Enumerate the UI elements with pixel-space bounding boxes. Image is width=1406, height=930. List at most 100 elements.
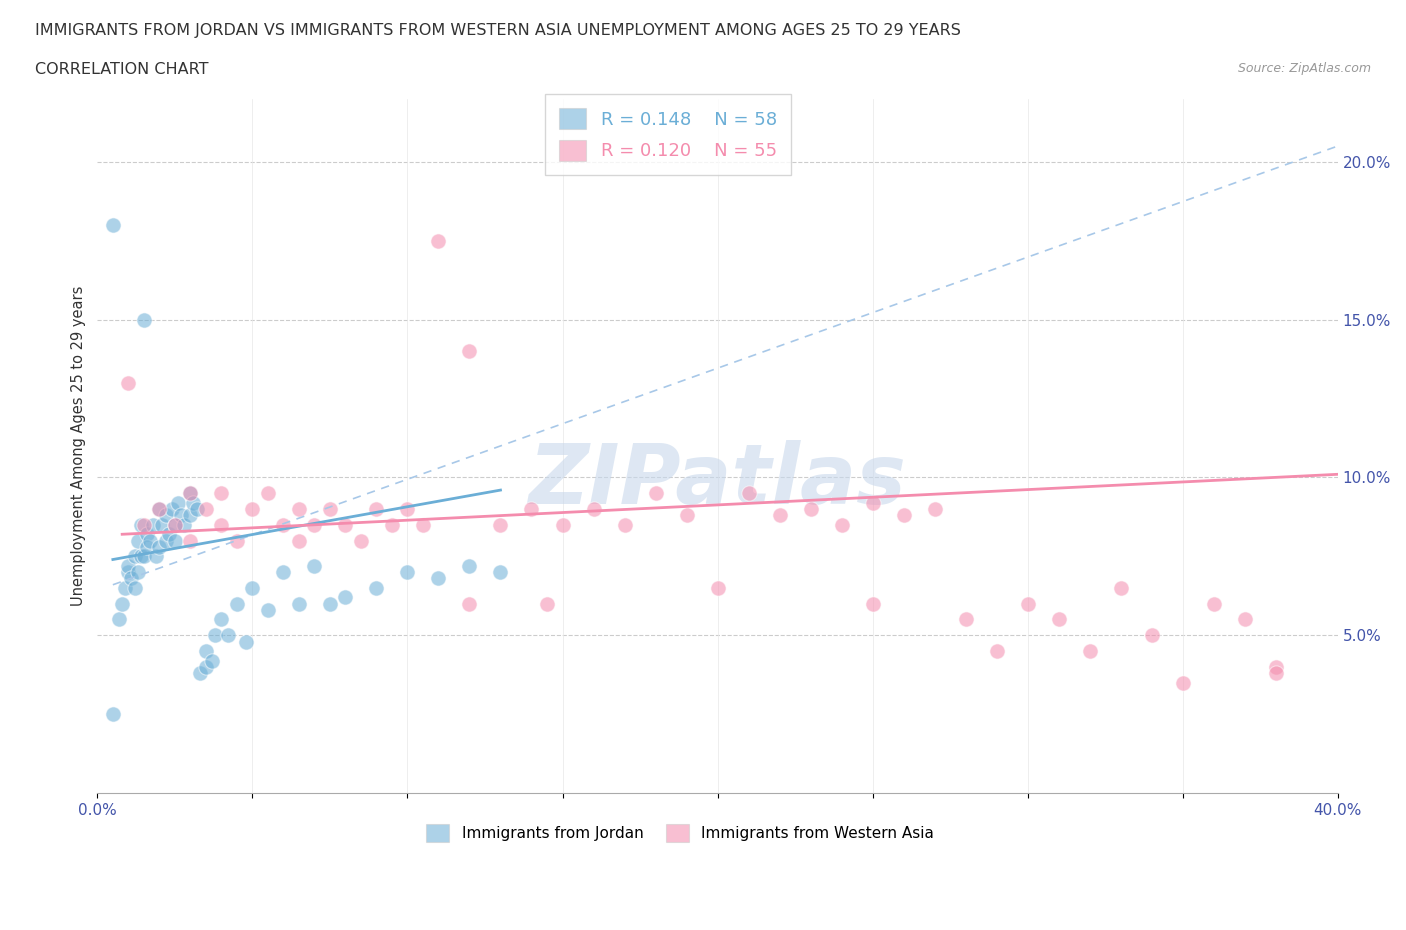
- Text: ZIPatlas: ZIPatlas: [529, 440, 907, 521]
- Point: [1140, 628, 1163, 643]
- Point: [831, 517, 853, 532]
- Point: [145, 549, 167, 564]
- Point: [1264, 666, 1286, 681]
- Point: [117, 565, 139, 579]
- Point: [225, 533, 247, 548]
- Point: [1109, 580, 1132, 595]
- Point: [101, 218, 124, 232]
- Point: [489, 565, 512, 579]
- Point: [142, 517, 165, 532]
- Point: [319, 596, 342, 611]
- Point: [489, 517, 512, 532]
- Point: [152, 517, 174, 532]
- Point: [160, 501, 183, 516]
- Point: [706, 580, 728, 595]
- Point: [235, 634, 257, 649]
- Point: [675, 508, 697, 523]
- Point: [101, 707, 124, 722]
- Point: [768, 508, 790, 523]
- Point: [111, 596, 134, 611]
- Point: [257, 603, 280, 618]
- Point: [188, 666, 211, 681]
- Point: [148, 501, 170, 516]
- Point: [800, 501, 823, 516]
- Point: [893, 508, 915, 523]
- Point: [132, 549, 155, 564]
- Point: [124, 549, 146, 564]
- Point: [304, 558, 326, 573]
- Point: [458, 596, 481, 611]
- Point: [114, 580, 136, 595]
- Point: [288, 533, 311, 548]
- Point: [458, 344, 481, 359]
- Point: [179, 508, 201, 523]
- Point: [458, 558, 481, 573]
- Point: [121, 571, 143, 586]
- Point: [136, 539, 159, 554]
- Point: [136, 526, 159, 541]
- Point: [163, 517, 186, 532]
- Point: [737, 485, 759, 500]
- Point: [427, 233, 450, 248]
- Point: [209, 612, 232, 627]
- Point: [986, 644, 1008, 658]
- Point: [124, 580, 146, 595]
- Point: [335, 590, 357, 604]
- Point: [520, 501, 543, 516]
- Text: CORRELATION CHART: CORRELATION CHART: [35, 62, 208, 77]
- Point: [139, 533, 162, 548]
- Point: [1171, 675, 1194, 690]
- Legend: Immigrants from Jordan, Immigrants from Western Asia: Immigrants from Jordan, Immigrants from …: [420, 818, 941, 848]
- Point: [129, 549, 152, 564]
- Point: [412, 517, 434, 532]
- Point: [108, 612, 131, 627]
- Point: [1264, 659, 1286, 674]
- Point: [396, 501, 419, 516]
- Point: [242, 501, 264, 516]
- Point: [155, 533, 177, 548]
- Point: [396, 565, 419, 579]
- Point: [924, 501, 946, 516]
- Point: [163, 533, 186, 548]
- Point: [127, 533, 149, 548]
- Point: [1078, 644, 1101, 658]
- Point: [132, 312, 155, 327]
- Point: [242, 580, 264, 595]
- Point: [955, 612, 977, 627]
- Text: Source: ZipAtlas.com: Source: ZipAtlas.com: [1237, 62, 1371, 75]
- Point: [148, 501, 170, 516]
- Point: [209, 485, 232, 500]
- Point: [551, 517, 574, 532]
- Point: [117, 558, 139, 573]
- Point: [179, 533, 201, 548]
- Point: [129, 517, 152, 532]
- Point: [179, 485, 201, 500]
- Point: [186, 501, 208, 516]
- Point: [257, 485, 280, 500]
- Point: [582, 501, 605, 516]
- Point: [167, 496, 190, 511]
- Point: [350, 533, 373, 548]
- Point: [366, 501, 388, 516]
- Point: [536, 596, 558, 611]
- Point: [304, 517, 326, 532]
- Point: [157, 526, 180, 541]
- Point: [148, 539, 170, 554]
- Point: [273, 517, 295, 532]
- Point: [225, 596, 247, 611]
- Y-axis label: Unemployment Among Ages 25 to 29 years: Unemployment Among Ages 25 to 29 years: [72, 286, 86, 606]
- Point: [163, 517, 186, 532]
- Point: [194, 644, 217, 658]
- Point: [335, 517, 357, 532]
- Point: [194, 659, 217, 674]
- Point: [613, 517, 636, 532]
- Point: [1017, 596, 1039, 611]
- Point: [127, 565, 149, 579]
- Point: [644, 485, 666, 500]
- Point: [862, 496, 884, 511]
- Point: [204, 628, 226, 643]
- Point: [179, 485, 201, 500]
- Point: [155, 508, 177, 523]
- Point: [862, 596, 884, 611]
- Point: [427, 571, 450, 586]
